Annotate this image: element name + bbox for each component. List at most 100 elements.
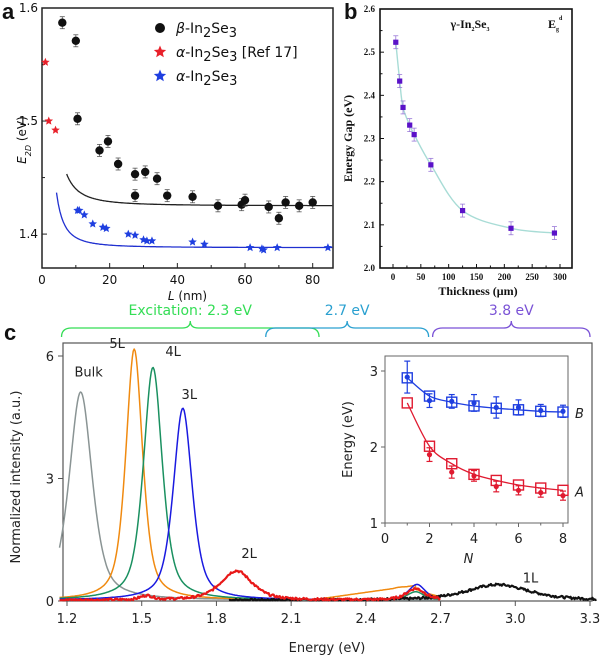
y-tick-label: 2	[370, 441, 378, 456]
x-tick-label: 40	[170, 273, 185, 287]
x-tick-label: 100	[442, 272, 456, 282]
data-point-star	[124, 229, 133, 238]
y-axis-label: E2D (eV)	[15, 116, 33, 164]
series-label-a: A	[574, 485, 584, 500]
calc-point	[557, 484, 569, 497]
data-point	[240, 195, 250, 205]
x-tick-label: 0	[38, 273, 46, 287]
data-point	[393, 39, 399, 45]
calc-point	[535, 482, 547, 494]
peak-label-4l: 4L	[165, 345, 181, 360]
y-tick-label: 6	[46, 350, 54, 365]
x-axis-label: N	[464, 552, 474, 567]
calc-point	[512, 404, 525, 416]
x-tick-label: 20	[102, 273, 117, 287]
data-point	[58, 18, 67, 27]
calc-point	[468, 468, 480, 481]
fit-line--in2se3	[66, 173, 333, 207]
data-point-star	[323, 243, 333, 252]
x-tick-label: 300	[553, 272, 567, 282]
legend-marker	[153, 69, 167, 82]
calc-point	[446, 458, 458, 470]
y-axis-label: Normalized intensity (a.u.)	[9, 391, 24, 564]
x-tick-label: 2.1	[281, 612, 302, 627]
x-tick-label: 200	[498, 272, 512, 282]
data-point-star	[200, 239, 209, 248]
peak-label-1l: 1L	[523, 572, 539, 587]
x-tick-label: 2	[425, 532, 433, 547]
y-tick-label: 2.6	[364, 4, 376, 14]
y-axis-label: Energy (eV)	[341, 401, 356, 478]
exp-point	[538, 407, 544, 414]
data-point	[459, 207, 466, 214]
calc-point	[490, 474, 502, 487]
exp-point	[493, 483, 499, 490]
plot-frame	[41, 7, 334, 269]
data-point-star	[88, 219, 98, 228]
data-point	[113, 159, 123, 169]
panel-c-inset: 0 2 4 6 8 1 2 3 N Energy (eV) B A	[341, 355, 584, 567]
calc-point	[423, 440, 436, 452]
x-tick-label: 6	[514, 532, 522, 547]
y-tick-label: 2.1	[364, 220, 376, 230]
excitation-label: 3.8 eV	[489, 303, 534, 319]
peak-label-2l: 2L	[241, 547, 257, 562]
x-tick-label: 60	[237, 273, 252, 287]
data-point-star	[102, 223, 111, 233]
panel-b: 0 50 100 150 200 250 300 2.0 2.1 2.2 2.3 2.4 2.5 2.6 T…	[341, 4, 573, 298]
fit-line	[395, 42, 555, 234]
excitation-bracket	[265, 320, 430, 338]
data-point-star	[41, 57, 50, 66]
data-point-star	[245, 243, 255, 252]
data-point	[397, 78, 403, 84]
legend-label: β-In2Se3	[175, 21, 237, 41]
x-tick-label: 80	[305, 273, 320, 287]
calc-point	[423, 390, 436, 402]
data-point	[281, 198, 290, 207]
data-point	[162, 191, 172, 200]
peak-label-bulk: Bulk	[74, 365, 103, 380]
y-axis-label: Energy Gap (eV)	[341, 95, 355, 182]
legend-marker	[153, 45, 167, 58]
x-tick-label: 250	[525, 272, 539, 282]
data-point-star	[44, 116, 54, 125]
data-point	[428, 162, 434, 168]
excitation-label: 2.7 eV	[325, 303, 370, 319]
peak-label-5l: 5L	[109, 337, 125, 352]
calc-point	[446, 396, 458, 408]
spectrum-1l	[228, 582, 597, 602]
data-point-star	[259, 245, 268, 254]
calc-point	[468, 400, 480, 412]
y-tick-label: 1.4	[19, 227, 38, 241]
spectrum-3l	[59, 407, 441, 601]
data-point-star	[51, 125, 60, 134]
legend-label: α-In2Se3	[176, 69, 237, 89]
data-point	[213, 201, 223, 211]
data-point	[508, 225, 514, 231]
data-point	[274, 214, 284, 223]
series-label-b: B	[575, 407, 584, 422]
y-tick-label: 2.5	[364, 47, 376, 57]
x-axis-label: Thickness (μm)	[438, 284, 517, 298]
x-tick-label: 8	[559, 532, 567, 547]
exp-point	[449, 398, 455, 404]
x-tick-label: 150	[470, 272, 484, 282]
data-point-star	[80, 210, 89, 219]
inset-frame	[384, 355, 569, 524]
panel-b-annotation: Egd	[548, 16, 563, 33]
exp-point	[560, 408, 566, 414]
data-point	[152, 174, 162, 183]
data-point	[73, 114, 82, 123]
peak-label-3l: 3L	[182, 388, 198, 403]
data-point	[130, 169, 140, 179]
y-tick-label: 1.5	[19, 114, 38, 128]
x-tick-label: 2.7	[430, 612, 451, 627]
data-point-star	[147, 236, 157, 245]
data-point	[130, 191, 140, 200]
data-point	[103, 137, 113, 146]
data-point	[551, 230, 558, 236]
exp-point	[471, 473, 477, 479]
data-point	[264, 202, 273, 212]
exp-point	[493, 404, 499, 411]
